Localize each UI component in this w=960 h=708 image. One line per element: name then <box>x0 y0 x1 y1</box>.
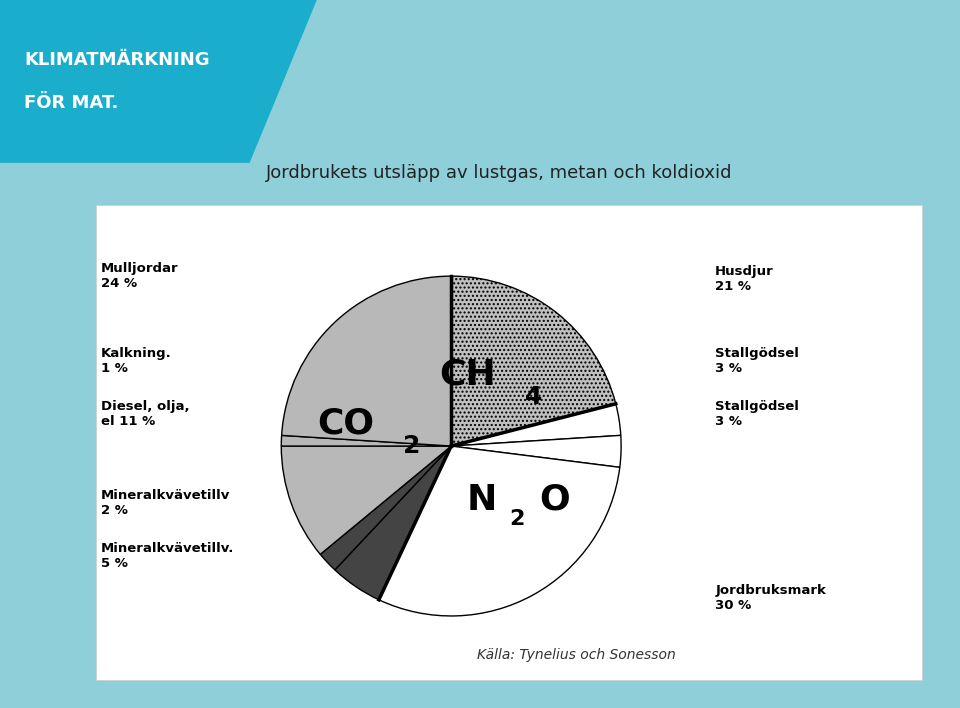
FancyBboxPatch shape <box>96 205 922 680</box>
Text: Mineralkvävetillv
2 %: Mineralkvävetillv 2 % <box>101 489 230 517</box>
Text: Jordbrukets utsläpp av lustgas, metan och koldioxid: Jordbrukets utsläpp av lustgas, metan oc… <box>266 164 732 183</box>
Wedge shape <box>335 446 451 600</box>
Text: FÖR MAT.: FÖR MAT. <box>24 93 118 112</box>
Wedge shape <box>451 404 621 446</box>
Text: Husdjur
21 %: Husdjur 21 % <box>715 266 774 294</box>
Text: O: O <box>539 483 570 517</box>
Text: 2: 2 <box>509 508 524 529</box>
Text: 4: 4 <box>525 385 542 409</box>
Text: Diesel, olja,
el 11 %: Diesel, olja, el 11 % <box>101 400 189 428</box>
Text: Jordbruksmark
30 %: Jordbruksmark 30 % <box>715 584 826 612</box>
Wedge shape <box>451 435 621 467</box>
Wedge shape <box>321 446 451 570</box>
Text: 2: 2 <box>403 434 420 458</box>
Text: Stallgödsel
3 %: Stallgödsel 3 % <box>715 400 799 428</box>
Text: Mineralkvävetillv.
5 %: Mineralkvävetillv. 5 % <box>101 542 234 570</box>
Text: Mulljordar
24 %: Mulljordar 24 % <box>101 262 179 290</box>
Wedge shape <box>379 446 620 616</box>
Text: CH: CH <box>440 358 496 392</box>
Text: KLIMATMÄRKNING: KLIMATMÄRKNING <box>24 51 209 69</box>
Wedge shape <box>281 435 451 446</box>
Wedge shape <box>281 276 451 446</box>
Text: N: N <box>467 483 496 517</box>
Wedge shape <box>281 446 451 554</box>
Text: Stallgödsel
3 %: Stallgödsel 3 % <box>715 347 799 375</box>
Text: CO: CO <box>318 406 374 440</box>
Polygon shape <box>0 0 317 163</box>
Text: Kalkning.
1 %: Kalkning. 1 % <box>101 347 172 375</box>
Wedge shape <box>451 276 615 446</box>
Text: Källa: Tynelius och Sonesson: Källa: Tynelius och Sonesson <box>476 648 676 662</box>
